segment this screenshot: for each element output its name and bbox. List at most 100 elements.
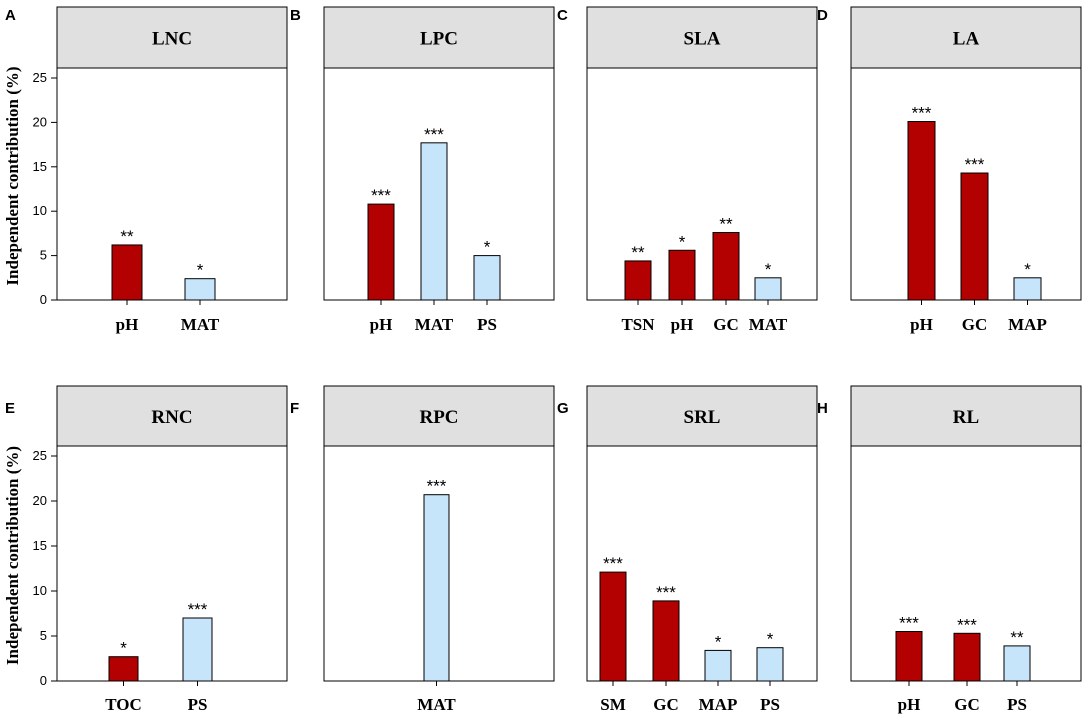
bar-ph <box>111 244 143 301</box>
category-label: PS <box>1007 695 1027 714</box>
panel-letter: D <box>817 7 828 24</box>
category-label: PS <box>760 695 780 714</box>
bar-mat <box>423 494 450 682</box>
bar-map <box>704 649 732 682</box>
y-tick-label: 10 <box>33 583 47 598</box>
panel-title: LPC <box>420 29 458 50</box>
bar-sm <box>599 571 627 682</box>
y-tick-label: 15 <box>33 538 47 553</box>
panel-strip <box>323 385 555 447</box>
significance-label: ** <box>719 215 733 234</box>
panel-h: H RL *** pH *** GC ** PS <box>817 385 1082 714</box>
panel-letter: F <box>290 400 299 417</box>
y-tick-label: 20 <box>33 493 47 508</box>
y-tick-label: 15 <box>33 159 47 174</box>
significance-label: *** <box>603 554 623 573</box>
y-axis-title: Independent contribution (%) <box>3 446 22 665</box>
y-tick-label: 25 <box>33 448 47 463</box>
significance-label: *** <box>424 125 444 144</box>
category-label: pH <box>370 315 393 334</box>
category-label: SM <box>600 695 626 714</box>
significance-label: *** <box>899 614 919 633</box>
significance-label: * <box>765 260 772 279</box>
panel-title: SLA <box>684 29 721 50</box>
panel-b: B LPC *** pH *** MAT * PS <box>290 6 555 334</box>
bar-gc <box>652 600 680 682</box>
bar-ph <box>367 203 395 301</box>
significance-label: *** <box>912 104 932 123</box>
panel-title: LA <box>953 29 980 50</box>
category-label: pH <box>116 315 139 334</box>
category-label: MAT <box>181 315 220 334</box>
category-label: MAT <box>415 315 454 334</box>
plot-frame <box>586 67 818 301</box>
bar-gc <box>712 232 740 301</box>
category-label: pH <box>671 315 694 334</box>
bar-ph <box>668 249 696 301</box>
category-label: MAP <box>699 695 738 714</box>
category-label: pH <box>910 315 933 334</box>
bar-mat <box>184 278 216 301</box>
panel-letter: B <box>290 7 301 24</box>
significance-label: * <box>715 632 722 651</box>
bar-mat <box>420 142 448 301</box>
bar-ps <box>756 647 784 682</box>
significance-label: * <box>767 630 774 649</box>
significance-label: *** <box>371 186 391 205</box>
bar-tsn <box>624 260 652 301</box>
category-label: pH <box>898 695 921 714</box>
plot-frame <box>586 445 818 682</box>
significance-label: ** <box>120 227 134 246</box>
panel-title: RNC <box>151 407 192 428</box>
significance-label: * <box>197 261 204 280</box>
panel-strip <box>586 385 818 447</box>
significance-label: *** <box>656 583 676 602</box>
bar-gc <box>953 632 981 682</box>
category-label: GC <box>954 695 980 714</box>
category-label: GC <box>713 315 739 334</box>
significance-label: * <box>484 238 491 257</box>
bar-mat <box>754 277 782 301</box>
significance-label: *** <box>427 477 447 496</box>
y-axis-title: Independent contribution (%) <box>3 66 22 285</box>
category-label: GC <box>962 315 988 334</box>
significance-label: *** <box>188 600 208 619</box>
bar-ph <box>907 121 936 301</box>
y-tick-label: 10 <box>33 203 47 218</box>
y-tick-label: 25 <box>33 70 47 85</box>
panel-title: RPC <box>419 407 458 428</box>
significance-label: * <box>120 639 127 658</box>
panel-title: LNC <box>152 29 192 50</box>
panel-strip <box>56 6 288 69</box>
bar-toc <box>108 656 139 682</box>
significance-label: *** <box>965 155 985 174</box>
significance-label: * <box>679 232 686 251</box>
y-tick-label: 20 <box>33 114 47 129</box>
y-tick-label: 0 <box>40 673 47 688</box>
panel-g: G SRL *** SM *** GC * MAP * PS <box>557 385 818 714</box>
plot-frame <box>56 445 288 682</box>
plot-frame <box>56 67 288 301</box>
panel-strip <box>56 385 288 447</box>
category-label: PS <box>188 695 208 714</box>
panel-e: E RNC 0 5 10 15 20 25 Independent contribution (… <box>3 385 288 714</box>
panel-c: C SLA ** TSN * pH ** GC * MAT <box>557 6 818 334</box>
category-label: MAT <box>417 695 456 714</box>
panel-letter: A <box>5 7 16 24</box>
y-tick-label: 5 <box>40 248 47 263</box>
significance-label: * <box>1024 260 1031 279</box>
category-label: MAT <box>749 315 788 334</box>
significance-label: ** <box>1010 628 1024 647</box>
y-tick-label: 0 <box>40 292 47 307</box>
bar-ps <box>182 617 213 682</box>
significance-label: *** <box>957 615 977 634</box>
panel-strip <box>850 385 1082 447</box>
category-label: TSN <box>621 315 655 334</box>
panel-strip <box>586 6 818 69</box>
panel-f: F RPC *** MAT <box>290 385 555 714</box>
bar-gc <box>960 172 989 301</box>
y-tick-label: 5 <box>40 628 47 643</box>
significance-label: ** <box>631 243 645 262</box>
panel-letter: C <box>557 7 568 24</box>
